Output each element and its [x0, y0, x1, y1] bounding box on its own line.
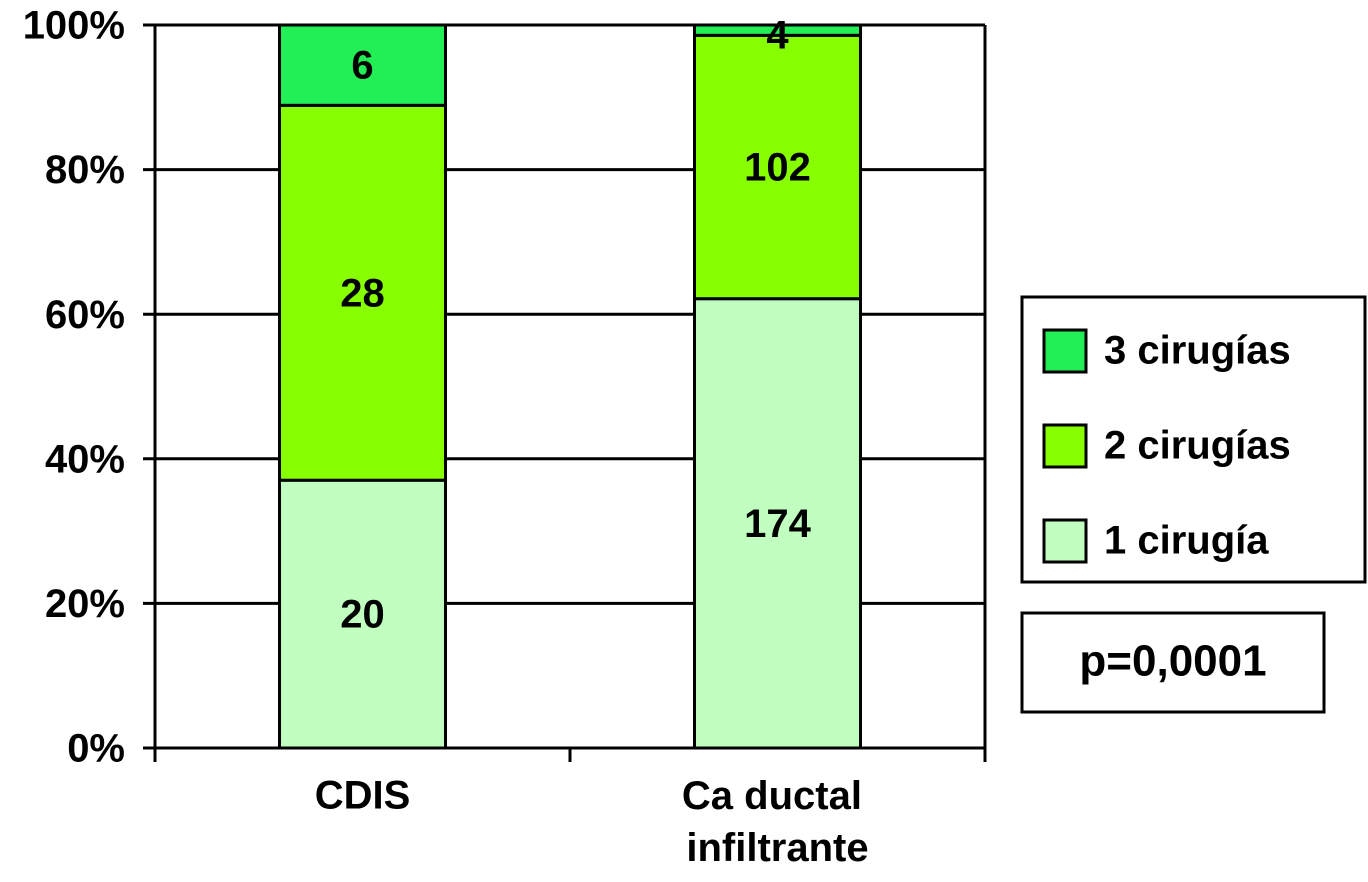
x-tick-label: CDIS [315, 774, 411, 818]
y-tick-label: 60% [45, 293, 125, 337]
legend-label: 2 cirugías [1104, 424, 1291, 468]
legend-swatch [1042, 423, 1088, 469]
bar-segment [278, 103, 447, 482]
legend-label: 3 cirugías [1104, 329, 1291, 373]
legend-swatch [1042, 518, 1088, 564]
data-label: 20 [340, 593, 385, 637]
data-label: 102 [744, 146, 811, 190]
data-label: 4 [766, 14, 789, 58]
bar-segment [693, 23, 862, 37]
annotation-box [1020, 611, 1326, 714]
y-tick-label: 0% [67, 727, 125, 771]
legend-label: 1 cirugía [1104, 519, 1269, 563]
data-label: 28 [340, 271, 385, 315]
annotation: p=0,0001 [1079, 637, 1266, 686]
y-tick-label: 80% [45, 148, 125, 192]
y-tick-label: 40% [45, 437, 125, 481]
x-tick-label: Ca ductal infiltrante [682, 774, 873, 870]
y-tick-label: 20% [45, 582, 125, 626]
bar-segment [278, 23, 447, 107]
data-label: 174 [744, 502, 811, 546]
bar-segment [278, 478, 447, 750]
legend-swatch [1042, 328, 1088, 374]
y-tick-label: 100% [23, 4, 125, 48]
data-label: 6 [351, 44, 373, 88]
